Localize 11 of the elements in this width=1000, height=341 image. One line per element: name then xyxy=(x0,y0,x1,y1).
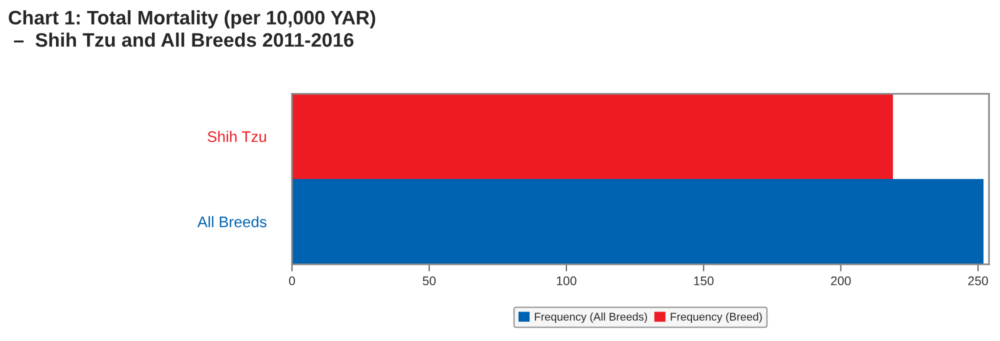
x-tick-label: 50 xyxy=(422,276,436,286)
x-tick-label: 200 xyxy=(831,276,851,286)
y-tick-label: All Breeds xyxy=(197,216,266,228)
x-tick-label: 250 xyxy=(968,276,988,286)
y-tick-label: Shih Tzu xyxy=(208,130,266,142)
x-tick-label: 100 xyxy=(556,276,576,286)
legend-label: Frequency (Breed) xyxy=(670,312,762,323)
chart-title: Chart 1: Total Mortality (per 10,000 YAR) – Shih Tzu and All Breeds 2011-2016 xyxy=(8,10,376,47)
x-tick-label: 0 xyxy=(289,276,295,286)
legend-label: Frequency (All Breeds) xyxy=(534,312,647,323)
x-tick-label: 150 xyxy=(694,276,714,286)
